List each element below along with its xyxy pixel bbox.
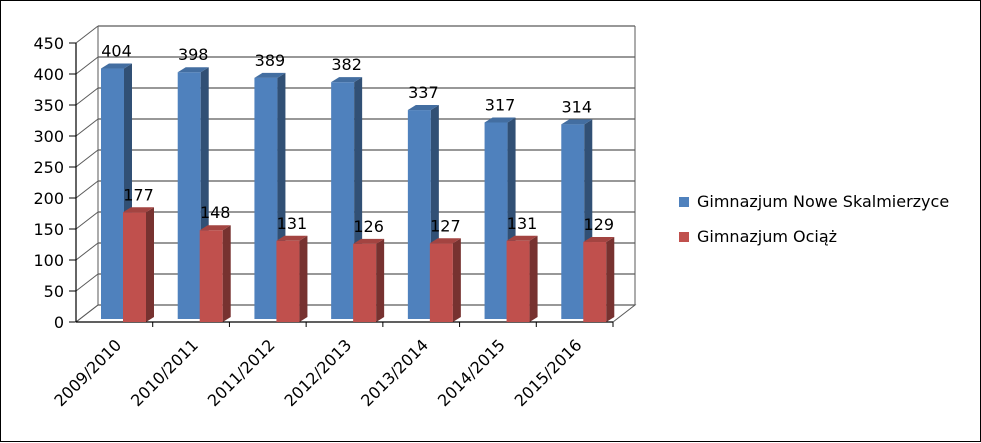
gridline-side bbox=[75, 25, 99, 44]
legend-swatch-1 bbox=[679, 232, 689, 242]
bar-1-1 bbox=[199, 230, 223, 322]
data-label: 314 bbox=[562, 97, 593, 116]
bar-1-5 bbox=[506, 240, 530, 322]
bar-side-1-1 bbox=[222, 225, 231, 322]
data-label: 131 bbox=[277, 214, 308, 233]
x-tick-label: 2011/2012 bbox=[204, 335, 279, 410]
x-tick-label: 2015/2016 bbox=[511, 335, 586, 410]
y-tick-label: 450 bbox=[33, 34, 64, 53]
bar-0-1 bbox=[177, 72, 201, 320]
x-tick-label: 2013/2014 bbox=[357, 335, 432, 410]
bar-0-4 bbox=[407, 110, 431, 319]
y-tick-label: 350 bbox=[33, 96, 64, 115]
data-label: 131 bbox=[507, 214, 538, 233]
bar-top-1-3 bbox=[353, 238, 385, 244]
bar-top-0-3 bbox=[331, 77, 363, 83]
bar-0-5 bbox=[484, 122, 508, 320]
legend-label-0: Gimnazjum Nowe Skalmierzyce bbox=[697, 192, 949, 211]
bar-side-1-5 bbox=[529, 235, 538, 322]
bar-top-1-1 bbox=[199, 225, 231, 231]
x-tick-label: 2014/2015 bbox=[434, 335, 509, 410]
data-label: 148 bbox=[200, 203, 231, 222]
x-tick-label: 2010/2011 bbox=[127, 335, 202, 410]
bar-0-0 bbox=[101, 68, 124, 320]
bar-side-1-6 bbox=[606, 237, 615, 322]
bar-side-1-4 bbox=[452, 238, 461, 322]
x-tick-label: 2009/2010 bbox=[50, 335, 125, 410]
bar-1-4 bbox=[429, 243, 453, 322]
data-label: 382 bbox=[331, 55, 362, 74]
bar-top-0-2 bbox=[254, 72, 286, 78]
bar-side-1-2 bbox=[299, 235, 308, 322]
bar-top-1-2 bbox=[276, 235, 308, 241]
y-tick-label: 50 bbox=[44, 282, 64, 301]
bar-top-1-4 bbox=[429, 238, 461, 244]
legend-swatch-0 bbox=[679, 197, 689, 207]
bar-side-1-0 bbox=[146, 207, 154, 322]
data-label: 126 bbox=[353, 217, 384, 236]
bar-top-0-4 bbox=[407, 105, 439, 111]
bar-1-3 bbox=[353, 243, 377, 322]
gridline-side bbox=[75, 242, 99, 261]
gridline-side bbox=[75, 273, 99, 292]
data-label: 337 bbox=[408, 83, 439, 102]
bar-top-0-5 bbox=[484, 117, 516, 123]
bar-0-6 bbox=[561, 124, 585, 319]
y-tick-label: 200 bbox=[33, 189, 64, 208]
data-label: 129 bbox=[584, 215, 615, 234]
bar-1-2 bbox=[276, 240, 300, 322]
bar-top-1-6 bbox=[583, 237, 615, 243]
y-tick-label: 0 bbox=[54, 313, 64, 332]
gridline-side bbox=[75, 87, 99, 106]
data-label: 177 bbox=[123, 185, 154, 204]
legend-label-1: Gimnazjum Ociąż bbox=[697, 227, 837, 246]
data-label: 317 bbox=[485, 95, 516, 114]
data-label: 404 bbox=[101, 42, 132, 61]
y-tick-label: 150 bbox=[33, 220, 64, 239]
data-label: 389 bbox=[255, 51, 286, 70]
gridline-side bbox=[75, 180, 99, 199]
gridline-side bbox=[75, 149, 99, 168]
bar-0-3 bbox=[331, 82, 355, 319]
bar-1-6 bbox=[583, 242, 607, 322]
bar-top-1-0 bbox=[123, 207, 154, 213]
bar-1-0 bbox=[123, 212, 146, 322]
x-tick-label: 2012/2013 bbox=[280, 335, 355, 410]
bar-top-1-5 bbox=[506, 235, 538, 241]
data-label: 398 bbox=[178, 45, 209, 64]
y-tick-label: 300 bbox=[33, 127, 64, 146]
gridline-side bbox=[75, 211, 99, 230]
gridline-side bbox=[75, 118, 99, 137]
bar-top-0-6 bbox=[561, 119, 593, 125]
gridline-side bbox=[75, 56, 99, 75]
y-tick-label: 400 bbox=[33, 65, 64, 84]
bar-top-0-1 bbox=[177, 67, 209, 73]
bar-0-2 bbox=[254, 77, 278, 319]
bar-side-1-3 bbox=[376, 238, 385, 322]
y-tick-label: 100 bbox=[33, 251, 64, 270]
y-tick-label: 250 bbox=[33, 158, 64, 177]
bar-top-0-0 bbox=[101, 63, 132, 69]
data-label: 127 bbox=[430, 216, 461, 235]
